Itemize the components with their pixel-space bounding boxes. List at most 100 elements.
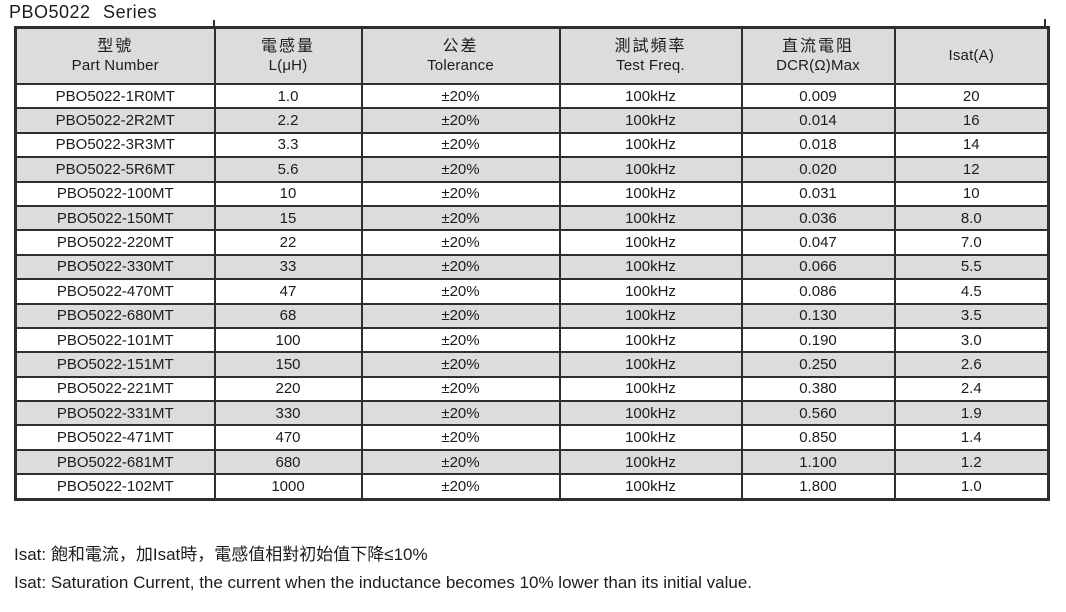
cell-inductance: 68	[213, 302, 363, 329]
isat-note-zh: Isat: 飽和電流，加Isat時，電感值相對初始值下降≤10%	[14, 545, 428, 564]
cell-test-freq: 100kHz	[558, 326, 743, 354]
cell-inductance: 330	[213, 400, 363, 427]
cell-test-freq: 100kHz	[558, 253, 743, 281]
table-row: PBO5022-5R6MT 5.6 ±20% 100kHz 0.020 12	[14, 156, 1050, 183]
cell-tolerance: ±20%	[360, 424, 561, 451]
cell-tolerance: ±20%	[360, 229, 561, 256]
cell-tolerance: ±20%	[360, 180, 561, 207]
table-row: PBO5022-220MT 22 ±20% 100kHz 0.047 7.0	[14, 229, 1050, 256]
cell-test-freq: 100kHz	[558, 180, 743, 207]
cell-inductance: 150	[213, 351, 363, 378]
cell-part-number: PBO5022-150MT	[14, 204, 216, 232]
table-row: PBO5022-2R2MT 2.2 ±20% 100kHz 0.014 16	[14, 107, 1050, 134]
table-row: PBO5022-102MT 1000 ±20% 100kHz 1.800 1.0	[14, 473, 1050, 501]
cell-test-freq: 100kHz	[558, 302, 743, 329]
header-label-en: DCR(Ω)Max	[776, 57, 860, 74]
cell-isat: 7.0	[893, 229, 1050, 256]
page-title: PBO5022 Series	[9, 2, 158, 22]
cell-dcr-max: 0.031	[740, 180, 896, 207]
cell-isat: 20	[893, 82, 1050, 110]
header-label-en: L(μH)	[268, 57, 308, 74]
scan-artifact-tick	[213, 20, 215, 28]
header-row: 型號 Part Number 電感量 L(μH) 公差 Tolerance 測試…	[14, 26, 1050, 85]
cell-test-freq: 100kHz	[558, 107, 743, 134]
cell-tolerance: ±20%	[360, 131, 561, 159]
cell-tolerance: ±20%	[360, 326, 561, 354]
cell-isat: 10	[893, 180, 1050, 207]
cell-isat: 1.4	[893, 424, 1050, 451]
cell-dcr-max: 1.100	[740, 448, 896, 476]
spec-table: 型號 Part Number 電感量 L(μH) 公差 Tolerance 測試…	[14, 26, 1050, 501]
cell-part-number: PBO5022-681MT	[14, 448, 216, 476]
cell-tolerance: ±20%	[360, 302, 561, 329]
cell-part-number: PBO5022-100MT	[14, 180, 216, 207]
isat-note-en: Isat: Saturation Current, the current wh…	[14, 573, 753, 592]
header-cell-isat: Isat(A)	[893, 26, 1050, 85]
cell-test-freq: 100kHz	[558, 204, 743, 232]
cell-inductance: 22	[213, 229, 363, 256]
cell-dcr-max: 0.036	[740, 204, 896, 232]
cell-test-freq: 100kHz	[558, 229, 743, 256]
cell-part-number: PBO5022-331MT	[14, 400, 216, 427]
cell-tolerance: ±20%	[360, 400, 561, 427]
header-label-zh: 電感量	[260, 38, 315, 55]
cell-part-number: PBO5022-102MT	[14, 473, 216, 501]
table-body: PBO5022-1R0MT 1.0 ±20% 100kHz 0.009 20 PBO5022…	[14, 82, 1050, 501]
cell-isat: 1.2	[893, 448, 1050, 476]
header-label-zh: 型號	[97, 38, 134, 55]
cell-dcr-max: 0.250	[740, 351, 896, 378]
cell-inductance: 100	[213, 326, 363, 354]
cell-test-freq: 100kHz	[558, 131, 743, 159]
table-row: PBO5022-1R0MT 1.0 ±20% 100kHz 0.009 20	[14, 82, 1050, 110]
cell-test-freq: 100kHz	[558, 82, 743, 110]
cell-isat: 14	[893, 131, 1050, 159]
cell-tolerance: ±20%	[360, 107, 561, 134]
table-row: PBO5022-150MT 15 ±20% 100kHz 0.036 8.0	[14, 204, 1050, 232]
cell-isat: 1.0	[893, 473, 1050, 501]
table-row: PBO5022-221MT 220 ±20% 100kHz 0.380 2.4	[14, 375, 1050, 403]
table-row: PBO5022-330MT 33 ±20% 100kHz 0.066 5.5	[14, 253, 1050, 281]
table-row: PBO5022-151MT 150 ±20% 100kHz 0.250 2.6	[14, 351, 1050, 378]
cell-isat: 3.5	[893, 302, 1050, 329]
cell-inductance: 1000	[213, 473, 363, 501]
table-row: PBO5022-471MT 470 ±20% 100kHz 0.850 1.4	[14, 424, 1050, 451]
cell-tolerance: ±20%	[360, 253, 561, 281]
header-cell-tolerance: 公差 Tolerance	[360, 26, 561, 85]
cell-part-number: PBO5022-220MT	[14, 229, 216, 256]
cell-isat: 2.4	[893, 375, 1050, 403]
table-row: PBO5022-331MT 330 ±20% 100kHz 0.560 1.9	[14, 400, 1050, 427]
cell-test-freq: 100kHz	[558, 278, 743, 305]
cell-test-freq: 100kHz	[558, 448, 743, 476]
cell-inductance: 10	[213, 180, 363, 207]
table-row: PBO5022-100MT 10 ±20% 100kHz 0.031 10	[14, 180, 1050, 207]
cell-inductance: 2.2	[213, 107, 363, 134]
cell-dcr-max: 0.066	[740, 253, 896, 281]
cell-tolerance: ±20%	[360, 204, 561, 232]
header-label-en: Part Number	[71, 57, 159, 74]
cell-part-number: PBO5022-330MT	[14, 253, 216, 281]
cell-tolerance: ±20%	[360, 448, 561, 476]
cell-tolerance: ±20%	[360, 375, 561, 403]
scan-artifact-tick	[1044, 19, 1046, 28]
cell-test-freq: 100kHz	[558, 400, 743, 427]
cell-part-number: PBO5022-101MT	[14, 326, 216, 354]
header-cell-test-freq: 測試頻率 Test Freq.	[558, 26, 743, 85]
cell-part-number: PBO5022-680MT	[14, 302, 216, 329]
table-row: PBO5022-101MT 100 ±20% 100kHz 0.190 3.0	[14, 326, 1050, 354]
cell-tolerance: ±20%	[360, 278, 561, 305]
cell-inductance: 470	[213, 424, 363, 451]
cell-dcr-max: 0.850	[740, 424, 896, 451]
header-cell-dcr-max: 直流電阻 DCR(Ω)Max	[740, 26, 896, 85]
table-row: PBO5022-470MT 47 ±20% 100kHz 0.086 4.5	[14, 278, 1050, 305]
cell-test-freq: 100kHz	[558, 424, 743, 451]
cell-test-freq: 100kHz	[558, 375, 743, 403]
cell-tolerance: ±20%	[360, 351, 561, 378]
cell-dcr-max: 0.130	[740, 302, 896, 329]
cell-test-freq: 100kHz	[558, 473, 743, 501]
cell-dcr-max: 0.047	[740, 229, 896, 256]
cell-part-number: PBO5022-1R0MT	[14, 82, 216, 110]
cell-dcr-max: 0.086	[740, 278, 896, 305]
cell-tolerance: ±20%	[360, 473, 561, 501]
cell-inductance: 1.0	[213, 82, 363, 110]
cell-isat: 4.5	[893, 278, 1050, 305]
